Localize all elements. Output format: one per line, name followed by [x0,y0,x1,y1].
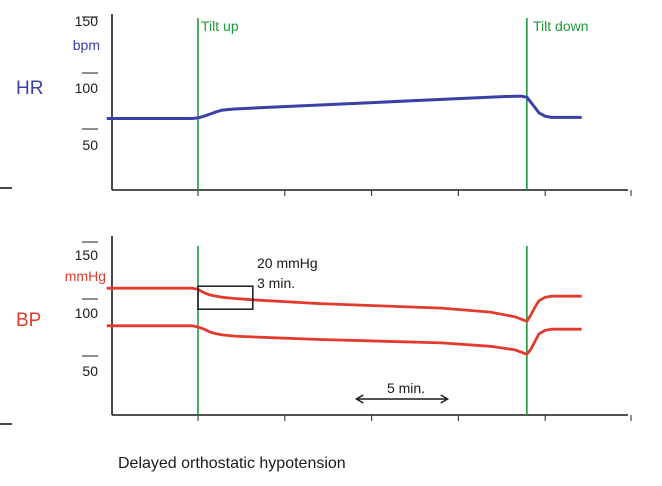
drop-label-mmhg: 20 mmHg [257,255,318,271]
hr-x-ticks [197,190,632,196]
tilt-up-label: Tilt up [201,18,239,34]
hr-panel: 150 bpm 100 50 HR Tilt up Tilt down [16,13,632,196]
scale-bar-arrow-left [354,394,364,404]
bp-panel: 150 mmHg 100 50 BP 20 mmHg 3 min. 5 min. [16,236,632,421]
bp-x-ticks [197,415,632,421]
bp-y-ticks [82,241,98,357]
time-scale-bar: 5 min. [354,380,450,404]
hr-tick-label-100: 100 [75,80,99,96]
tilt-down-label: Tilt down [533,18,589,34]
hr-tick-label-150: 150 [75,13,99,29]
bp-tick-label-50: 50 [82,363,98,379]
scale-bar-arrow-right [440,394,450,404]
bp-tick-label-150: 150 [75,247,99,263]
hr-series-line [106,94,582,120]
hr-tick-label-50: 50 [82,137,98,153]
bp-systolic-line [106,286,582,323]
scale-bar-label: 5 min. [387,380,425,396]
bp-tick-label-100: 100 [75,305,99,321]
hr-panel-label: HR [16,78,43,99]
hr-y-ticks [82,16,98,130]
drop-label-min: 3 min. [257,275,295,291]
bp-diastolic-line [106,324,582,356]
drop-annotation-box [197,285,254,310]
bp-panel-label: BP [16,310,41,331]
figure-caption: Delayed orthostatic hypotension [118,455,346,472]
hr-unit-label: bpm [73,37,100,53]
bp-unit-label: mmHg [65,268,106,284]
